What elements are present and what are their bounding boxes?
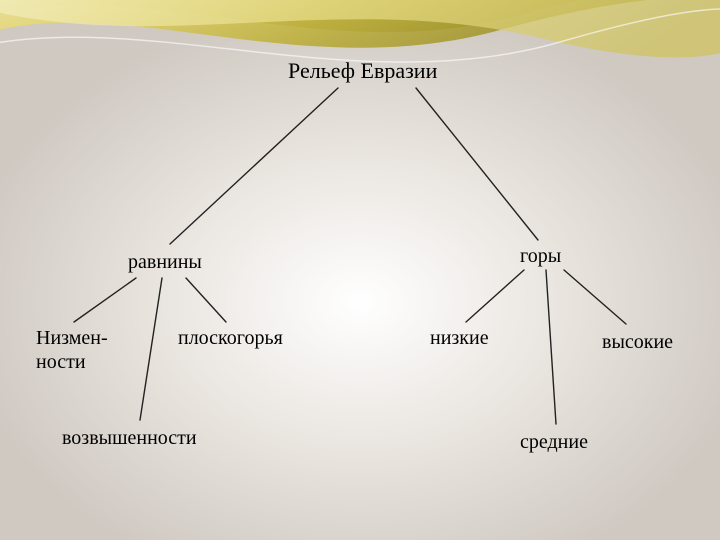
slide-canvas: Рельеф Евразии равнины горы Низмен- ност… [0,0,720,540]
node-mmid-label: средние [520,431,588,453]
node-lowlands: Низмен- ности [36,326,108,374]
node-upland-label: возвышенности [62,427,197,449]
node-plains: равнины [128,250,202,274]
node-plains-label: равнины [128,251,202,273]
node-mountains: горы [520,244,561,268]
node-mount-high: высокие [602,330,673,354]
node-mount-low: низкие [430,326,489,350]
node-mount-label: горы [520,245,561,267]
node-mlow-label: низкие [430,327,489,349]
node-root: Рельеф Евразии [288,58,437,84]
node-plateaus: плоскогорья [178,326,283,350]
node-mount-mid: средние [520,430,588,454]
node-low-label: Низмен- ности [36,327,108,373]
node-mhigh-label: высокие [602,331,673,353]
node-root-label: Рельеф Евразии [288,58,437,83]
node-uplands: возвышенности [62,426,197,450]
node-plateau-label: плоскогорья [178,327,283,349]
